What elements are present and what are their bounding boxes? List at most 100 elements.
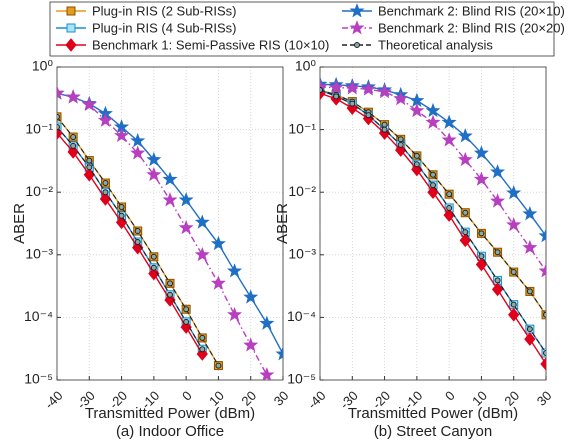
data-point [446, 191, 453, 198]
data-point [510, 269, 517, 276]
data-point [146, 166, 162, 182]
data-point [543, 311, 546, 318]
data-point [183, 306, 190, 313]
data-point [199, 334, 206, 341]
data-point [491, 282, 504, 297]
x-tick-label: 30 [271, 388, 292, 409]
plot-area [57, 67, 283, 380]
data-point [526, 326, 533, 333]
y-axis-label: ABER [11, 203, 28, 244]
data-point [430, 171, 436, 178]
data-point [194, 214, 210, 229]
data-point [81, 96, 97, 112]
data-point [409, 102, 425, 118]
data-point [227, 263, 243, 278]
y-tick-label: 10⁻¹ [25, 120, 53, 136]
y-tick-label: 10⁻⁴ [24, 308, 53, 324]
data-point [57, 85, 65, 100]
series-layer [57, 85, 283, 380]
data-point [134, 239, 141, 246]
data-point [146, 151, 162, 167]
data-point [227, 306, 243, 322]
series-line [320, 89, 546, 316]
caption: (b) Street Canyon [374, 423, 492, 440]
y-tick-label: 10⁻³ [288, 246, 316, 262]
data-point [167, 291, 173, 298]
data-point [360, 81, 376, 96]
x-tick-label: 0 [442, 388, 458, 404]
data-point [130, 133, 146, 148]
data-point [540, 357, 546, 371]
data-point [473, 171, 489, 186]
data-point [365, 112, 372, 119]
legend-marker [66, 23, 76, 33]
data-point [393, 90, 409, 106]
data-point [475, 257, 488, 272]
data-point [462, 229, 469, 236]
axes-frame [56, 66, 284, 381]
data-point [397, 136, 404, 143]
x-tick-label: -40 [305, 388, 329, 412]
data-point [196, 347, 208, 361]
legend-label: Theoretical analysis [378, 37, 493, 52]
data-point [148, 266, 160, 281]
x-tick-label: -40 [42, 388, 66, 412]
legend-marker [65, 38, 77, 52]
data-point [243, 289, 259, 304]
y-tick-label: 10⁻⁴ [287, 308, 316, 324]
data-point [377, 84, 393, 99]
data-point [333, 93, 340, 100]
data-point [215, 362, 222, 369]
data-point [538, 263, 546, 278]
series-line [57, 92, 268, 376]
data-point [508, 308, 520, 322]
data-point [522, 239, 538, 255]
data-point [86, 164, 93, 171]
data-point [490, 193, 506, 208]
data-point [457, 128, 473, 143]
data-point [459, 233, 471, 248]
data-point [328, 79, 344, 94]
legend-marker [349, 20, 365, 35]
legend-marker [66, 6, 76, 16]
x-tick-label: 30 [534, 388, 555, 409]
data-point [57, 124, 60, 131]
y-tick-label: 10⁻² [288, 183, 316, 199]
data-point [150, 253, 157, 260]
data-point [344, 80, 360, 95]
axes-frame [319, 66, 547, 381]
data-point [164, 293, 176, 307]
data-point [538, 228, 546, 243]
data-point [57, 126, 63, 140]
y-tick-label: 10⁰ [295, 58, 317, 74]
data-point [381, 126, 388, 133]
data-point [378, 126, 391, 140]
data-point [506, 185, 522, 200]
data-point [397, 141, 404, 148]
data-point [413, 152, 420, 159]
data-point [178, 192, 194, 207]
data-point [134, 227, 141, 234]
series-layer [320, 76, 546, 371]
data-point [430, 182, 436, 189]
data-point [395, 143, 407, 157]
data-point [411, 162, 423, 177]
data-point [543, 349, 546, 356]
data-point [118, 204, 125, 211]
caption: (a) Indoor Office [116, 423, 224, 440]
data-point [194, 246, 210, 262]
data-point [473, 145, 489, 160]
data-point [494, 277, 501, 284]
data-point [86, 157, 93, 164]
data-point [162, 171, 178, 186]
data-point [210, 275, 226, 290]
data-point [510, 301, 517, 308]
legend-label: Benchmark 2: Blind RIS (20×20) [378, 20, 565, 35]
data-point [425, 114, 441, 129]
data-point [381, 121, 388, 128]
data-point [243, 337, 259, 352]
data-point [210, 235, 226, 251]
legend-label: Benchmark 1: Semi-Passive RIS (10×10) [92, 37, 329, 52]
legend-marker [354, 42, 360, 48]
data-point [162, 192, 178, 207]
